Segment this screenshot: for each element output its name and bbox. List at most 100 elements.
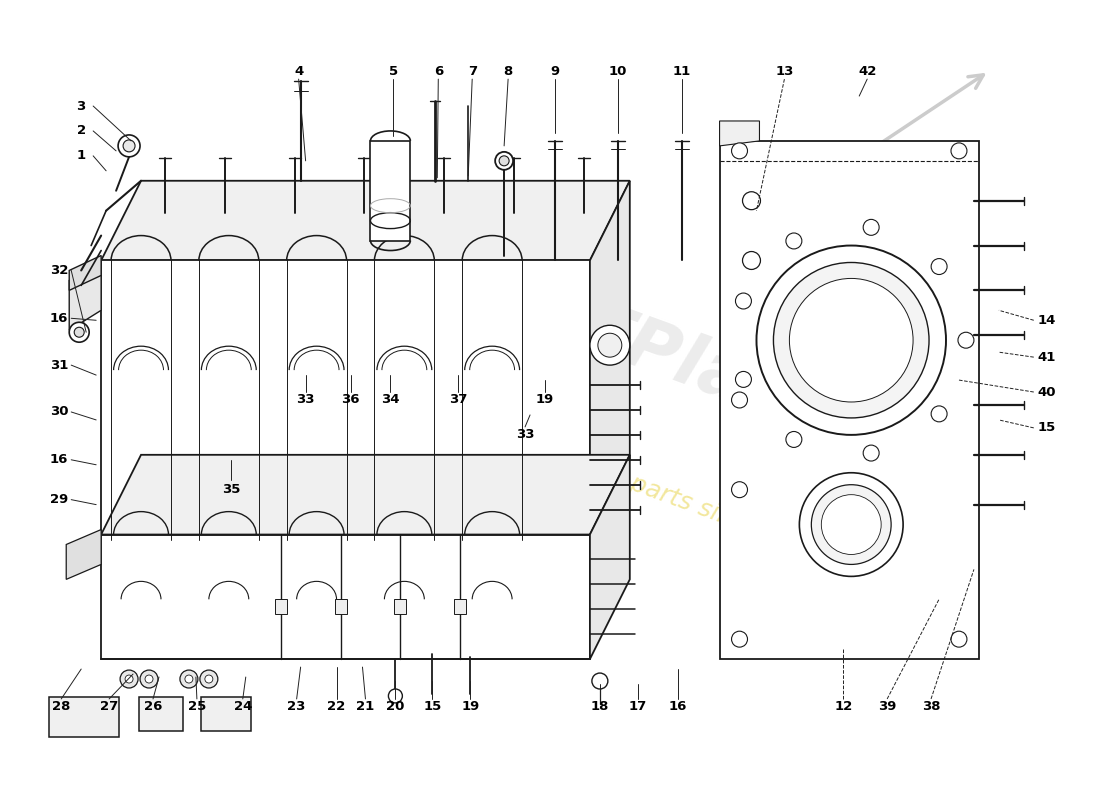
Circle shape	[495, 152, 513, 170]
Text: 20: 20	[386, 701, 405, 714]
Text: 31: 31	[51, 358, 68, 372]
Polygon shape	[66, 530, 101, 579]
Circle shape	[732, 392, 748, 408]
Text: 41: 41	[1037, 350, 1056, 364]
Circle shape	[864, 219, 879, 235]
Circle shape	[952, 631, 967, 647]
Text: 6: 6	[433, 65, 443, 78]
Circle shape	[742, 251, 760, 270]
Text: a passion for parts since 1985: a passion for parts since 1985	[469, 414, 832, 566]
Circle shape	[125, 675, 133, 683]
Circle shape	[118, 135, 140, 157]
Circle shape	[123, 140, 135, 152]
Circle shape	[732, 143, 748, 159]
Polygon shape	[201, 697, 251, 731]
FancyArrowPatch shape	[871, 75, 983, 150]
Text: 15: 15	[424, 701, 441, 714]
Circle shape	[120, 670, 138, 688]
Circle shape	[592, 673, 608, 689]
Polygon shape	[719, 121, 759, 146]
Circle shape	[732, 482, 748, 498]
Circle shape	[773, 262, 930, 418]
Text: 26: 26	[144, 701, 162, 714]
Circle shape	[205, 675, 213, 683]
Text: 38: 38	[922, 701, 940, 714]
Circle shape	[785, 233, 802, 249]
Text: 2: 2	[77, 125, 86, 138]
Text: 21: 21	[356, 701, 375, 714]
Text: 4: 4	[294, 65, 304, 78]
Circle shape	[958, 332, 974, 348]
Circle shape	[598, 334, 622, 357]
Circle shape	[74, 327, 85, 338]
Text: 16: 16	[51, 454, 68, 466]
Circle shape	[800, 473, 903, 576]
Polygon shape	[139, 697, 183, 731]
Text: 9: 9	[550, 65, 560, 78]
Text: 5: 5	[388, 65, 398, 78]
Polygon shape	[69, 255, 101, 290]
Circle shape	[200, 670, 218, 688]
Text: 28: 28	[52, 701, 70, 714]
Polygon shape	[371, 141, 410, 241]
Text: 15: 15	[1037, 422, 1056, 434]
Polygon shape	[454, 599, 466, 614]
Polygon shape	[101, 181, 630, 261]
Text: 19: 19	[461, 701, 480, 714]
Circle shape	[952, 143, 967, 159]
Circle shape	[69, 322, 89, 342]
Polygon shape	[275, 599, 287, 614]
Polygon shape	[101, 534, 590, 659]
Circle shape	[864, 445, 879, 461]
Text: 19: 19	[536, 394, 554, 406]
Text: 23: 23	[287, 701, 306, 714]
Circle shape	[736, 293, 751, 309]
Text: 39: 39	[878, 701, 896, 714]
Text: 8: 8	[504, 65, 513, 78]
Circle shape	[742, 192, 760, 210]
Polygon shape	[395, 599, 406, 614]
Polygon shape	[719, 141, 979, 659]
Text: 27: 27	[100, 701, 118, 714]
Circle shape	[757, 246, 946, 435]
Text: 16: 16	[669, 701, 686, 714]
Text: 13: 13	[776, 65, 793, 78]
Text: 14: 14	[1037, 314, 1056, 326]
Circle shape	[180, 670, 198, 688]
Circle shape	[931, 258, 947, 274]
Text: 33: 33	[296, 394, 315, 406]
Text: 40: 40	[1037, 386, 1056, 398]
Text: GTPlanet: GTPlanet	[515, 274, 884, 466]
Polygon shape	[50, 697, 119, 737]
Text: 33: 33	[516, 428, 535, 442]
Text: 25: 25	[188, 701, 206, 714]
Text: 10: 10	[608, 65, 627, 78]
Circle shape	[590, 326, 630, 365]
Text: 1: 1	[77, 150, 86, 162]
Circle shape	[145, 675, 153, 683]
Circle shape	[785, 431, 802, 447]
Text: 37: 37	[449, 394, 468, 406]
Text: 7: 7	[468, 65, 476, 78]
Circle shape	[790, 278, 913, 402]
Text: 22: 22	[328, 701, 345, 714]
Circle shape	[388, 689, 403, 703]
Text: 36: 36	[341, 394, 360, 406]
Text: 42: 42	[858, 65, 877, 78]
Text: 18: 18	[591, 701, 609, 714]
Circle shape	[732, 631, 748, 647]
Circle shape	[931, 406, 947, 422]
Polygon shape	[69, 261, 101, 330]
Polygon shape	[101, 261, 590, 539]
Polygon shape	[590, 455, 630, 659]
Text: 35: 35	[221, 483, 240, 496]
Text: 12: 12	[834, 701, 852, 714]
Text: 29: 29	[51, 493, 68, 506]
Text: 30: 30	[50, 406, 68, 418]
Text: 32: 32	[51, 264, 68, 277]
Circle shape	[736, 371, 751, 387]
Circle shape	[499, 156, 509, 166]
Text: 3: 3	[77, 99, 86, 113]
Polygon shape	[101, 455, 630, 534]
Text: 16: 16	[51, 312, 68, 325]
